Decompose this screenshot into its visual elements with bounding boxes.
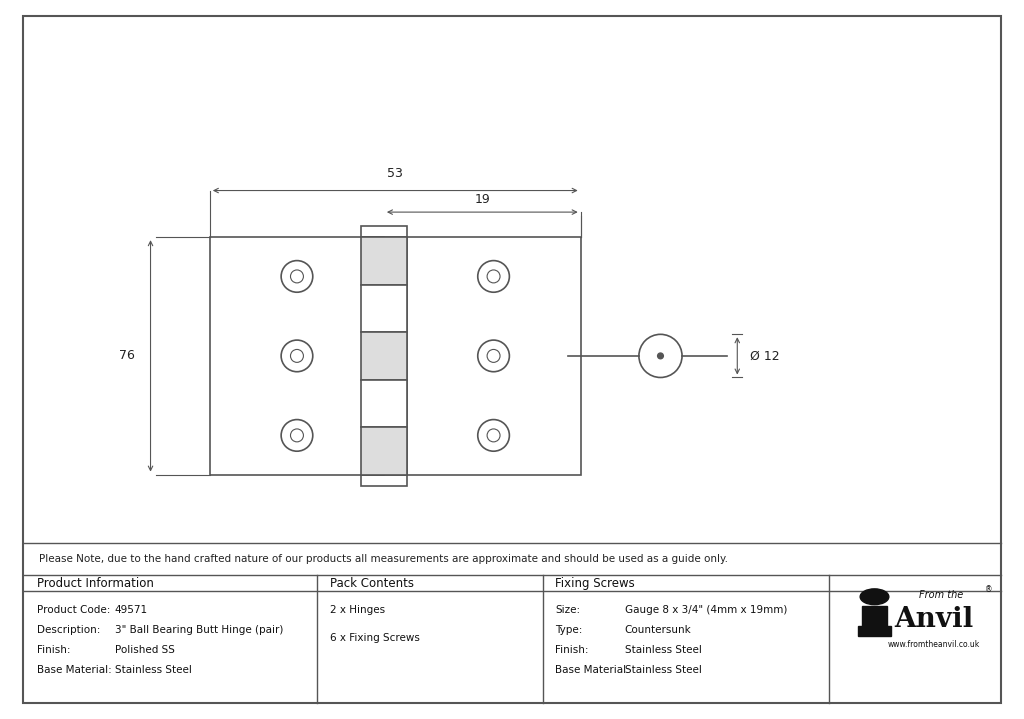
Text: 3" Ball Bearing Butt Hinge (pair): 3" Ball Bearing Butt Hinge (pair) — [115, 625, 283, 635]
Bar — [862, 606, 887, 628]
Bar — [361, 380, 407, 427]
Text: Stainless Steel: Stainless Steel — [625, 665, 701, 675]
Text: Gauge 8 x 3/4" (4mm x 19mm): Gauge 8 x 3/4" (4mm x 19mm) — [625, 605, 787, 615]
Text: Product Code:: Product Code: — [37, 605, 111, 615]
Text: 19: 19 — [474, 193, 490, 206]
Bar — [210, 237, 384, 475]
Text: 76: 76 — [119, 349, 135, 362]
Bar — [361, 237, 407, 285]
Text: Base Material:: Base Material: — [555, 665, 630, 675]
Ellipse shape — [860, 589, 889, 605]
Text: www.fromtheanvil.co.uk: www.fromtheanvil.co.uk — [888, 640, 980, 649]
Bar — [361, 427, 407, 475]
Text: 6 x Fixing Screws: 6 x Fixing Screws — [330, 633, 420, 644]
Bar — [361, 332, 407, 380]
Text: 49571: 49571 — [115, 605, 147, 615]
Bar — [361, 475, 407, 486]
Text: Anvil: Anvil — [894, 606, 974, 633]
Text: 2 x Hinges: 2 x Hinges — [330, 605, 385, 615]
Text: Finish:: Finish: — [37, 645, 71, 655]
Bar — [361, 226, 407, 237]
Text: Type:: Type: — [555, 625, 583, 635]
Bar — [407, 237, 581, 475]
Text: Stainless Steel: Stainless Steel — [115, 665, 191, 675]
Bar — [361, 285, 407, 332]
Circle shape — [657, 353, 664, 359]
Text: ®: ® — [985, 585, 993, 594]
Text: Fixing Screws: Fixing Screws — [555, 577, 635, 590]
Text: Pack Contents: Pack Contents — [330, 577, 414, 590]
Text: Description:: Description: — [37, 625, 100, 635]
Text: Size:: Size: — [555, 605, 581, 615]
Text: Ø 12: Ø 12 — [750, 349, 779, 362]
Text: 53: 53 — [387, 167, 403, 180]
Bar — [858, 626, 891, 636]
Text: Countersunk: Countersunk — [625, 625, 691, 635]
Text: Product Information: Product Information — [37, 577, 154, 590]
Text: Finish:: Finish: — [555, 645, 589, 655]
Text: Polished SS: Polished SS — [115, 645, 174, 655]
Text: From the: From the — [919, 590, 964, 600]
Text: Stainless Steel: Stainless Steel — [625, 645, 701, 655]
Text: Please Note, due to the hand crafted nature of our products all measurements are: Please Note, due to the hand crafted nat… — [39, 554, 728, 564]
Text: Base Material:: Base Material: — [37, 665, 112, 675]
